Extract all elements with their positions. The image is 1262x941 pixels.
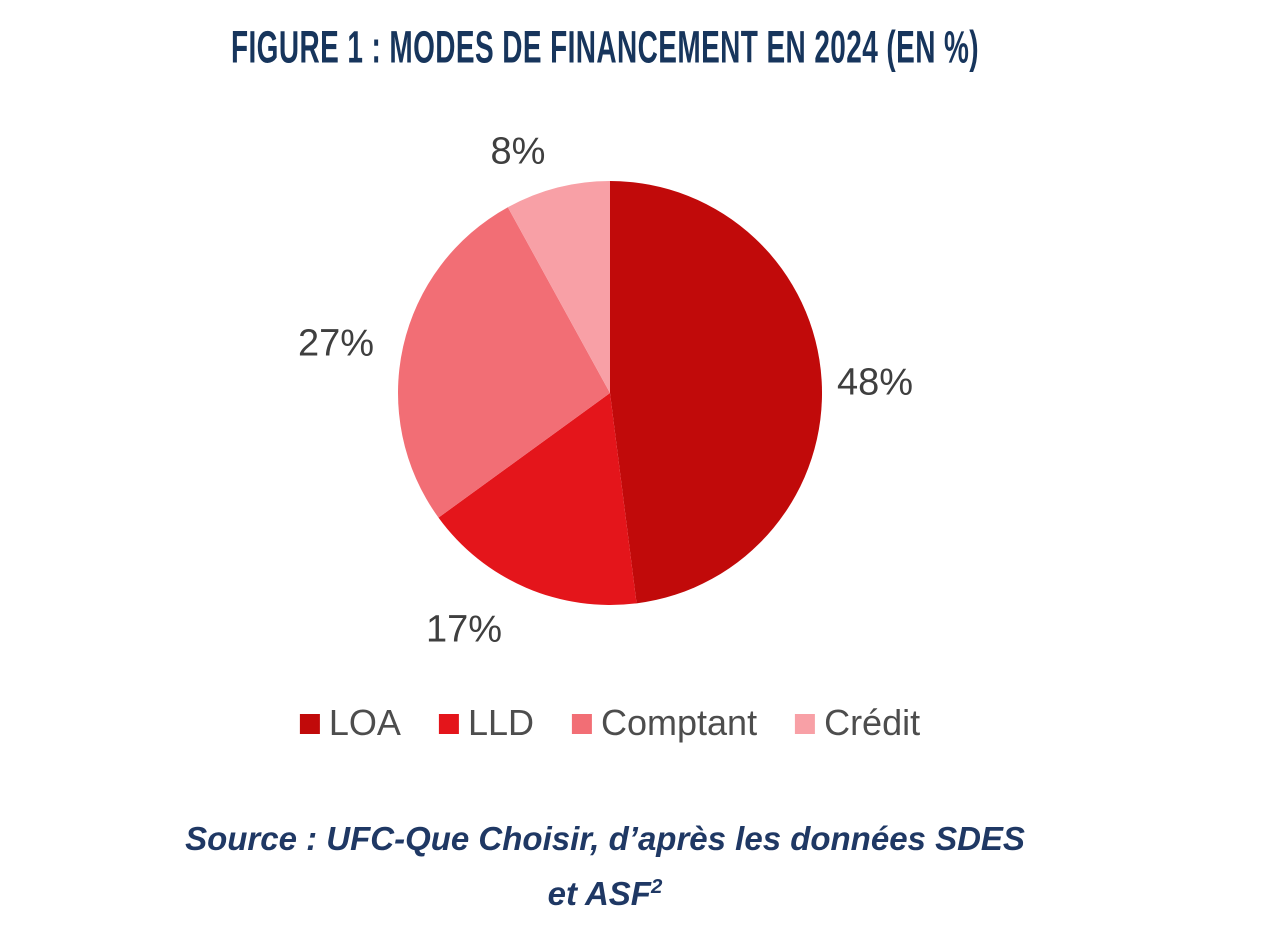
source-line-2-text: et ASF bbox=[547, 875, 651, 912]
pie-chart bbox=[398, 181, 823, 606]
chart-legend: LOA LLD Comptant Crédit bbox=[299, 702, 920, 743]
legend-swatch-loa-icon bbox=[299, 713, 320, 734]
pie-slice-comptant bbox=[398, 207, 610, 518]
legend-item-loa: LOA bbox=[299, 702, 401, 743]
data-label-comptant: 27% bbox=[297, 322, 375, 365]
legend-swatch-comptant-icon bbox=[571, 713, 592, 734]
source-footnote-superscript: 2 bbox=[650, 875, 663, 898]
legend-swatch-lld-icon bbox=[438, 713, 459, 734]
legend-label-loa: LOA bbox=[328, 702, 401, 743]
legend-label-credit: Crédit bbox=[824, 702, 921, 743]
pie-slice-loa bbox=[610, 181, 823, 604]
pie-slice-lld bbox=[438, 393, 637, 606]
figure-title-text: FIGURE 1 : MODES DE FINANCEMENT EN 2024 … bbox=[230, 22, 980, 73]
legend-swatch-credit-icon bbox=[795, 713, 816, 734]
source-caption: Source : UFC-Que Choisir, d’après les do… bbox=[55, 811, 1155, 921]
legend-item-lld: LLD bbox=[438, 702, 534, 743]
legend-item-comptant: Comptant bbox=[571, 702, 758, 743]
source-line-2: et ASF2 bbox=[55, 866, 1155, 921]
pie-slice-credit bbox=[507, 181, 610, 393]
figure-title: FIGURE 1 : MODES DE FINANCEMENT EN 2024 … bbox=[137, 22, 1072, 73]
legend-label-comptant: Comptant bbox=[600, 702, 758, 743]
data-label-lld: 17% bbox=[425, 608, 503, 651]
legend-label-lld: LLD bbox=[467, 702, 534, 743]
data-label-credit: 8% bbox=[490, 130, 546, 173]
legend-item-credit: Crédit bbox=[795, 702, 920, 743]
data-label-loa: 48% bbox=[836, 361, 914, 404]
source-line-1: Source : UFC-Que Choisir, d’après les do… bbox=[185, 820, 1025, 857]
